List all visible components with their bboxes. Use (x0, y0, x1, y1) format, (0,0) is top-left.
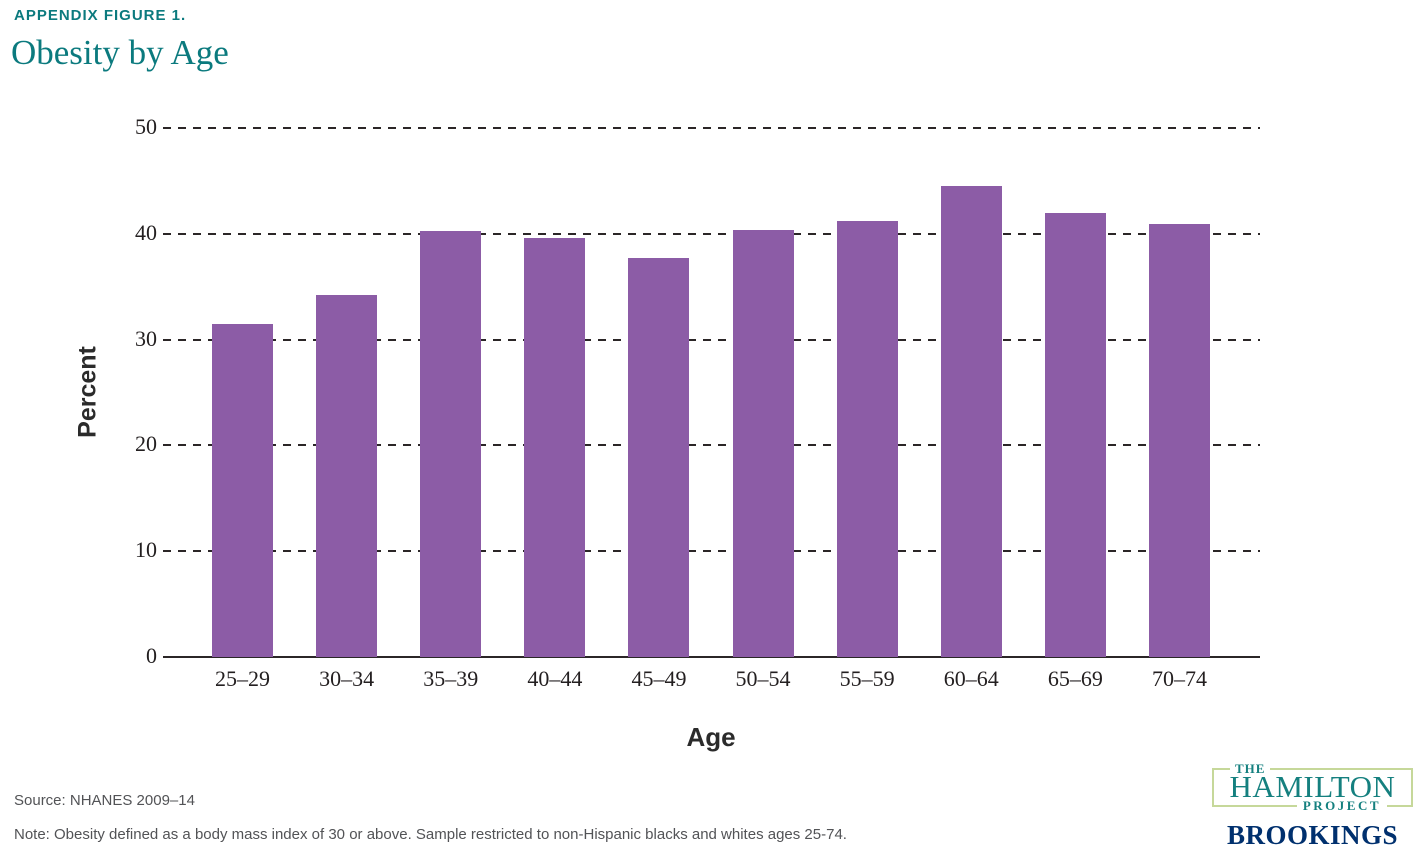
x-tick-label-30-34: 30–34 (319, 666, 375, 691)
hamilton-project-logo-box: THE HAMILTON PROJECT (1212, 761, 1413, 814)
logo-word-the: THE (1230, 761, 1271, 777)
figure-title: Obesity by Age (11, 33, 229, 72)
x-tick-label-25-29: 25–29 (215, 666, 270, 691)
x-tick-label-50-54: 50–54 (735, 666, 791, 691)
gridline-10 (163, 550, 1260, 553)
brookings-wordmark: BROOKINGS (1226, 820, 1399, 850)
plot-area (163, 127, 1260, 658)
y-tick-label-30: 30 (135, 325, 157, 351)
bar-60-64 (940, 186, 1002, 657)
y-tick-label-50: 50 (135, 114, 157, 139)
bar-55-59 (836, 221, 898, 657)
bar-30-34 (316, 295, 378, 657)
x-tick-label-70-74: 70–74 (1151, 666, 1207, 691)
logo-word-project: PROJECT (1296, 798, 1387, 814)
x-tick-label-65-69: 65–69 (1047, 666, 1103, 691)
x-axis-line (163, 656, 1260, 658)
bar-50-54 (732, 229, 794, 657)
gridline-50 (163, 127, 1260, 129)
bar-65-69 (1044, 212, 1106, 657)
bar-35-39 (420, 230, 482, 657)
x-tick-label-35-39: 35–39 (423, 666, 479, 691)
x-axis-title: Age (686, 722, 736, 752)
gridline-30 (163, 338, 1260, 341)
bar-25-29 (212, 323, 273, 657)
x-tick-label-60-64: 60–64 (943, 666, 999, 691)
bar-40-44 (524, 238, 586, 657)
hamilton-project-brookings-logo: THE HAMILTON PROJECT BROOKINGS (1212, 761, 1413, 851)
bar-70-74 (1148, 224, 1210, 657)
y-tick-label-20: 20 (135, 431, 157, 457)
gridline-40 (163, 232, 1260, 235)
note-text: Note: Obesity defined as a body mass ind… (14, 826, 847, 843)
gridline-20 (163, 444, 1260, 447)
bar-45-49 (628, 258, 690, 657)
x-tick-label-45-49: 45–49 (631, 666, 687, 691)
figure-number-eyebrow: APPENDIX FIGURE 1. (14, 7, 187, 24)
y-tick-label-0: 0 (146, 643, 157, 668)
x-tick-label-55-59: 55–59 (839, 666, 895, 691)
y-tick-label-10: 10 (135, 537, 157, 563)
x-tick-label-40-44: 40–44 (527, 666, 583, 691)
source-text: Source: NHANES 2009–14 (14, 792, 195, 809)
y-tick-label-40: 40 (135, 219, 157, 245)
y-axis-title: Percent (73, 346, 102, 438)
